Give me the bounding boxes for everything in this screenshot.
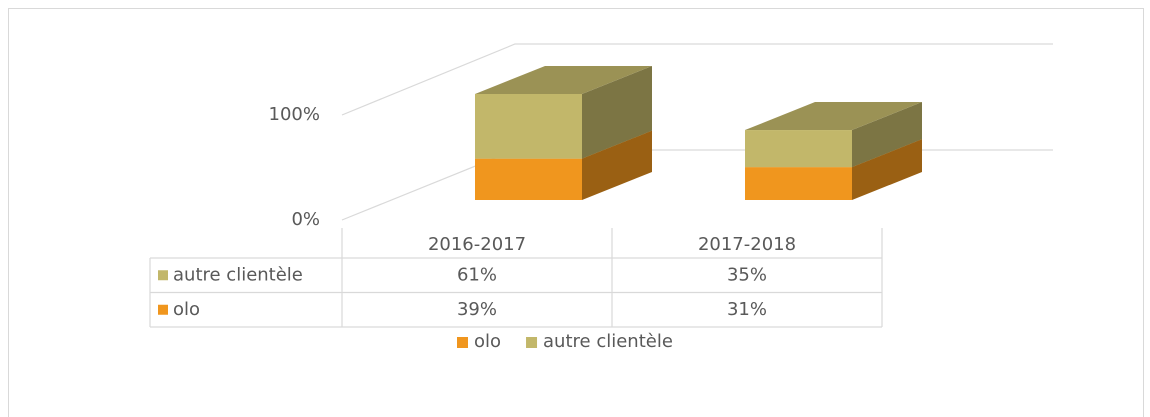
legend-swatch [158, 270, 168, 281]
x-tick-label: 2016-2017 [428, 234, 526, 255]
y-tick-label: 0% [291, 209, 320, 230]
bar [745, 167, 852, 200]
data-label: 61% [457, 264, 497, 285]
legend-label: autre clientèle [543, 331, 673, 352]
legend-swatch [158, 304, 168, 315]
legend-swatch [526, 337, 538, 348]
bar [475, 94, 582, 159]
bar [475, 158, 582, 200]
table-row-label: olo [173, 299, 200, 320]
bar-side [852, 102, 922, 168]
bar-side [582, 130, 652, 200]
bar-top [745, 102, 922, 131]
bar-side [582, 66, 652, 159]
data-label: 35% [727, 264, 767, 285]
table-row-label: autre clientèle [173, 264, 303, 285]
bar-top [475, 66, 652, 94]
bar [745, 130, 852, 168]
legend-swatch [457, 337, 468, 348]
x-tick-label: 2017-2018 [698, 234, 796, 255]
y-tick-label: 100% [269, 104, 320, 125]
bar-side [852, 139, 922, 200]
data-label: 39% [457, 299, 497, 320]
grid-line [341, 43, 1053, 116]
legend-label: olo [474, 331, 501, 352]
data-label: 31% [727, 299, 767, 320]
